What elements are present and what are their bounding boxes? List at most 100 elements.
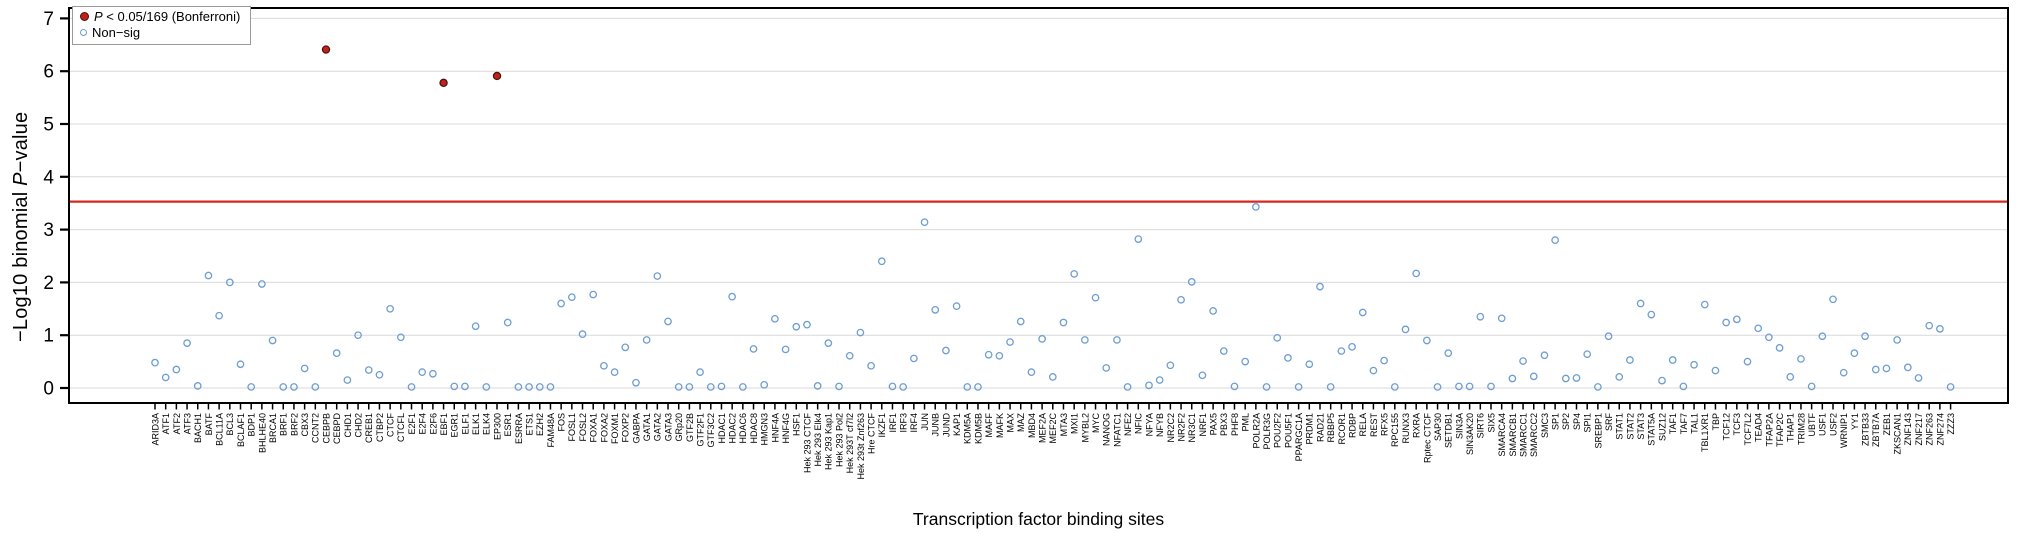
data-point-TAF7 (1679, 382, 1688, 391)
data-point-TBP (1711, 366, 1720, 375)
x-tick-label: ZEB1 (1882, 413, 1892, 436)
data-point-ZNF274 (1936, 325, 1944, 333)
x-tick-label: CEBPD (332, 413, 342, 445)
x-tick-label: CTCF (386, 413, 396, 437)
x-tick-label: SREBP1 (1593, 413, 1603, 449)
data-point-BRF2 (290, 383, 298, 391)
x-tick-label: TBP (1711, 413, 1721, 431)
x-tick-label: BCL3 (225, 413, 235, 436)
data-point-NFYB (1155, 376, 1164, 384)
y-tick-label: 5 (43, 115, 54, 136)
x-tick-label: SMARCC1 (1518, 413, 1528, 457)
x-tick-label: CTBP2 (375, 413, 385, 442)
data-point-SRF (1604, 332, 1613, 341)
data-point-SIN3AK20 (1465, 382, 1474, 391)
x-tick-label: SMC3 (1540, 413, 1550, 438)
data-point-YY1 (1850, 349, 1859, 358)
data-point-SMARCC1 (1519, 357, 1527, 365)
x-tick-label: Rptec CTCF (1422, 413, 1432, 464)
x-tick-label: CREB1 (364, 413, 374, 443)
x-tick-label: NANOG (1102, 413, 1112, 446)
x-tick-label: CHD2 (353, 413, 363, 438)
data-point-MTA3 (1059, 318, 1068, 327)
x-tick-label: ELF1 (460, 413, 470, 435)
data-point-ARID3A (151, 358, 159, 367)
x-tick-label: SIN3A (1454, 413, 1464, 439)
data-point-BRCA1 (268, 336, 277, 345)
data-point-PHF8 (1230, 382, 1239, 391)
data-point-RDBP (1348, 342, 1356, 351)
x-tick-label: CCNT2 (311, 413, 321, 443)
x-tick-label: FAM48A (546, 413, 556, 448)
x-tick-label: BDP1 (247, 413, 257, 437)
data-point-NANOG (1102, 364, 1111, 372)
x-tick-label: SPI1 (1583, 413, 1593, 433)
data-point-Hre-CTCF (867, 361, 875, 370)
x-tick-label: CEBPB (321, 413, 331, 444)
data-point-Hek-293t-Znf263 (856, 328, 865, 337)
y-tick-label: 0 (43, 379, 54, 400)
x-tick-label: BATF (204, 413, 214, 436)
x-tick-label: PML (1241, 413, 1251, 432)
data-point-FAM48A (546, 383, 555, 391)
x-tick-label: Hek 293t Znf263 (856, 413, 866, 480)
data-point-PML (1241, 357, 1250, 366)
x-tick-label: ARID3A (150, 413, 160, 446)
data-point-HMGN3 (760, 380, 769, 389)
data-point-IRF3 (899, 383, 908, 391)
data-point-ZEB1 (1882, 364, 1891, 373)
x-tick-label: RFX5 (1380, 413, 1390, 436)
x-tick-label: EBF1 (439, 413, 449, 436)
x-tick-label: EGR1 (450, 413, 460, 438)
data-point-POU2F2 (1273, 333, 1282, 342)
x-tick-label: MYC (1091, 413, 1101, 434)
significant-point-icon (80, 12, 89, 22)
data-point-SP4 (1572, 374, 1581, 382)
x-tick-label: GATA1 (642, 413, 652, 441)
x-tick-label: STAT5A (1647, 413, 1657, 446)
x-tick-label: CHD1 (343, 413, 353, 438)
x-tick-label: ZNF217 (1914, 413, 1924, 446)
x-tick-label: STAT2 (1625, 413, 1635, 440)
data-point-SMARCB1 (1508, 374, 1517, 383)
x-tick-label: MEF2A (1038, 413, 1048, 443)
data-point-IKZF1 (877, 257, 886, 266)
x-tick-label: PRDM1 (1305, 413, 1315, 445)
data-point-TCF12 (1722, 318, 1730, 327)
y-tick-label: 4 (43, 167, 54, 188)
data-point-USF1 (1818, 332, 1827, 341)
data-point-E2F6 (429, 369, 437, 378)
data-point-ELF1 (461, 382, 469, 391)
data-point-TFAP2A (1765, 333, 1773, 342)
x-tick-label: FOXA1 (589, 413, 599, 443)
data-point-PBX3 (1219, 347, 1228, 355)
x-tick-label: PBX3 (1219, 413, 1229, 436)
x-tick-label: HMGN3 (760, 413, 770, 446)
x-tick-label: FOSL2 (578, 413, 588, 442)
x-tick-label: NR3C1 (1187, 413, 1197, 443)
data-point-HDAC8 (749, 345, 758, 353)
x-tick-label: TAL1 (1689, 413, 1699, 434)
x-tick-label: POLR3G (1262, 413, 1272, 450)
x-tick-label: FOS (557, 413, 567, 432)
x-tick-label: SMARCC2 (1529, 413, 1539, 457)
x-tick-label: ZBTB33 (1860, 413, 1870, 446)
data-point-JUNB (931, 306, 940, 314)
x-tick-label: MBD4 (1027, 413, 1037, 438)
data-point-ETS1 (525, 383, 533, 391)
x-tick-label: HDAC6 (738, 413, 748, 444)
x-tick-label: BCLAF1 (236, 413, 246, 447)
data-point-STAT1 (1615, 373, 1624, 381)
data-point-STAT5A (1647, 310, 1656, 319)
x-tick-label: RXRA (1412, 413, 1422, 438)
data-point-NFE2 (1123, 383, 1132, 391)
data-point-GTF3C2 (706, 383, 715, 391)
data-point-TBL1XR1 (1700, 300, 1709, 309)
x-tick-label: EP300 (492, 413, 502, 440)
x-tick-label: NFATC1 (1112, 413, 1122, 447)
data-point-MAX (1006, 338, 1014, 346)
data-point-ZNF143 (1903, 363, 1912, 372)
data-point-GTF2F1 (696, 368, 704, 377)
data-point-CTCFL (396, 333, 405, 342)
